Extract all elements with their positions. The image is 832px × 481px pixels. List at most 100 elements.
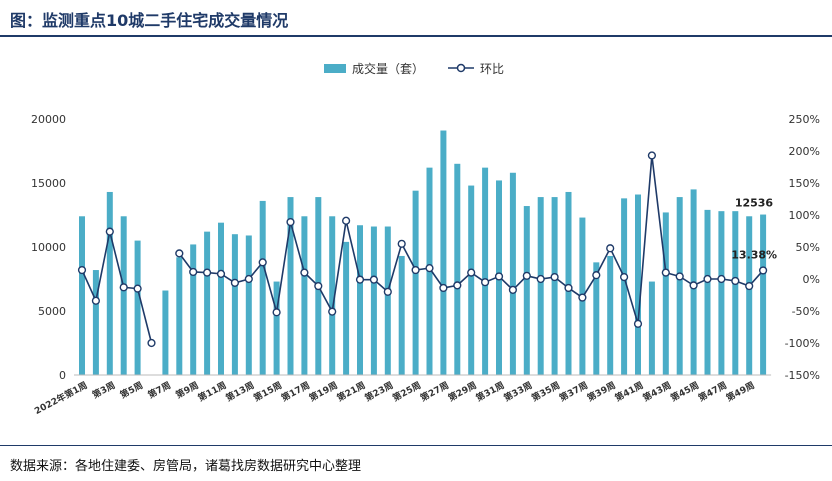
legend-line-marker <box>456 63 466 73</box>
bar <box>746 216 753 375</box>
line-point <box>286 217 295 227</box>
line-point <box>189 267 198 277</box>
x-tick-label: 第31周 <box>474 379 507 404</box>
bar <box>273 281 280 375</box>
bar <box>343 241 350 375</box>
x-axis-labels: 2022年第1周 第3周 第5周 第7周 第9周第11周第13周第15周第17周第19周… <box>32 379 756 417</box>
legend-bar-label: 成交量（套） <box>352 61 424 76</box>
line-point <box>203 268 212 277</box>
right-tick-label: -50% <box>792 305 820 318</box>
left-tick-label: 10000 <box>31 241 66 254</box>
line-point <box>508 285 518 294</box>
x-tick-label: 第41周 <box>613 379 646 404</box>
x-tick-label: 第45周 <box>668 379 701 404</box>
x-tick-label: 2022年第1周 <box>32 379 89 417</box>
bar <box>621 198 628 375</box>
line-point <box>77 265 87 275</box>
line-point <box>411 265 420 275</box>
x-tick-label: 第39周 <box>585 379 618 404</box>
source-note: 数据来源：各地住建委、房管局，诸葛找房数据研究中心整理 <box>10 459 362 474</box>
bar <box>551 197 558 375</box>
line-segment <box>81 231 153 344</box>
x-tick-label: 第23周 <box>363 379 396 404</box>
bar <box>537 197 544 375</box>
line-point <box>258 258 267 267</box>
line-point <box>675 272 684 281</box>
line-point <box>578 293 587 302</box>
line-point <box>564 283 573 293</box>
line-point <box>328 307 337 316</box>
bar <box>92 270 99 375</box>
bar <box>134 240 141 375</box>
x-tick-label: 第37周 <box>557 379 590 404</box>
right-tick-label: 100% <box>789 209 820 222</box>
line-data-label: 13.38% <box>731 248 777 261</box>
bar <box>565 191 572 375</box>
bar <box>440 130 447 375</box>
x-tick-label: 第9周 <box>174 379 201 401</box>
bar <box>760 214 767 375</box>
line-point <box>314 281 323 291</box>
x-tick-label: 第5周 <box>118 379 145 401</box>
bar <box>357 225 363 375</box>
x-tick-label: 第17周 <box>279 379 312 404</box>
line-point <box>606 244 615 253</box>
x-tick-label: 第47周 <box>696 379 729 404</box>
legend-line-label: 环比 <box>480 62 504 76</box>
bar <box>454 163 461 375</box>
bar <box>370 226 377 375</box>
x-tick-label: 第49周 <box>724 379 757 404</box>
line-point <box>175 249 184 258</box>
bar <box>259 200 266 375</box>
x-tick-label: 第27周 <box>418 379 451 404</box>
legend: 成交量（套） 环比 <box>324 61 504 76</box>
title-divider <box>0 35 832 37</box>
line-point <box>717 274 726 284</box>
right-tick-label: 150% <box>789 177 820 190</box>
bar <box>231 234 238 375</box>
bar <box>732 211 739 375</box>
line-point <box>758 266 768 275</box>
line-point <box>300 268 309 277</box>
footer-divider <box>0 445 832 446</box>
bar <box>676 197 683 375</box>
bar <box>301 216 308 375</box>
legend-bar-swatch <box>324 64 346 73</box>
bar <box>648 281 655 375</box>
bar <box>468 185 475 375</box>
line-point <box>481 278 490 287</box>
line-point <box>633 319 643 328</box>
bar <box>162 290 169 375</box>
bar <box>120 216 127 375</box>
x-tick-label: 第33周 <box>502 379 535 404</box>
right-tick-label: -100% <box>785 337 820 350</box>
x-tick-label: 第11周 <box>196 379 229 404</box>
right-tick-label: 0% <box>803 273 820 286</box>
x-tick-label: 第29周 <box>446 379 479 404</box>
chart-title: 图：监测重点10城二手住宅成交量情况 <box>10 11 289 30</box>
line-point <box>119 283 128 292</box>
line-point <box>703 274 712 284</box>
line-point <box>467 268 476 277</box>
bar <box>190 244 197 375</box>
right-tick-label: 50% <box>796 241 820 254</box>
bar <box>662 212 669 375</box>
x-tick-label: 第19周 <box>307 379 340 404</box>
x-tick-label: 第21周 <box>335 379 368 404</box>
bar <box>523 206 530 375</box>
bar <box>635 194 641 375</box>
bar <box>593 262 600 375</box>
line-point <box>147 338 156 348</box>
x-tick-label: 第35周 <box>529 379 562 404</box>
line-point <box>133 284 142 293</box>
line-point <box>453 281 462 290</box>
line-point <box>383 287 392 296</box>
line-point <box>355 275 365 284</box>
x-tick-label: 第15周 <box>251 379 284 404</box>
line-point <box>216 269 226 278</box>
left-tick-label: 5000 <box>38 305 66 318</box>
line-point <box>536 274 545 284</box>
line-point <box>731 276 740 286</box>
line-point <box>342 216 351 225</box>
line-point <box>647 151 657 160</box>
